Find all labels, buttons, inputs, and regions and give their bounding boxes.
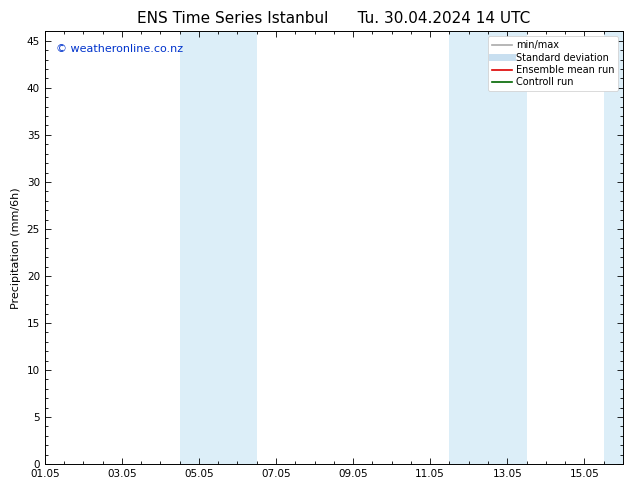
Bar — [488, 31, 527, 464]
Legend: min/max, Standard deviation, Ensemble mean run, Controll run: min/max, Standard deviation, Ensemble me… — [488, 36, 618, 91]
Bar — [218, 31, 257, 464]
Y-axis label: Precipitation (mm/6h): Precipitation (mm/6h) — [11, 187, 21, 309]
Title: ENS Time Series Istanbul      Tu. 30.04.2024 14 UTC: ENS Time Series Istanbul Tu. 30.04.2024 … — [137, 11, 531, 26]
Text: © weatheronline.co.nz: © weatheronline.co.nz — [56, 45, 183, 54]
Bar — [179, 31, 218, 464]
Bar — [604, 31, 623, 464]
Bar — [450, 31, 488, 464]
